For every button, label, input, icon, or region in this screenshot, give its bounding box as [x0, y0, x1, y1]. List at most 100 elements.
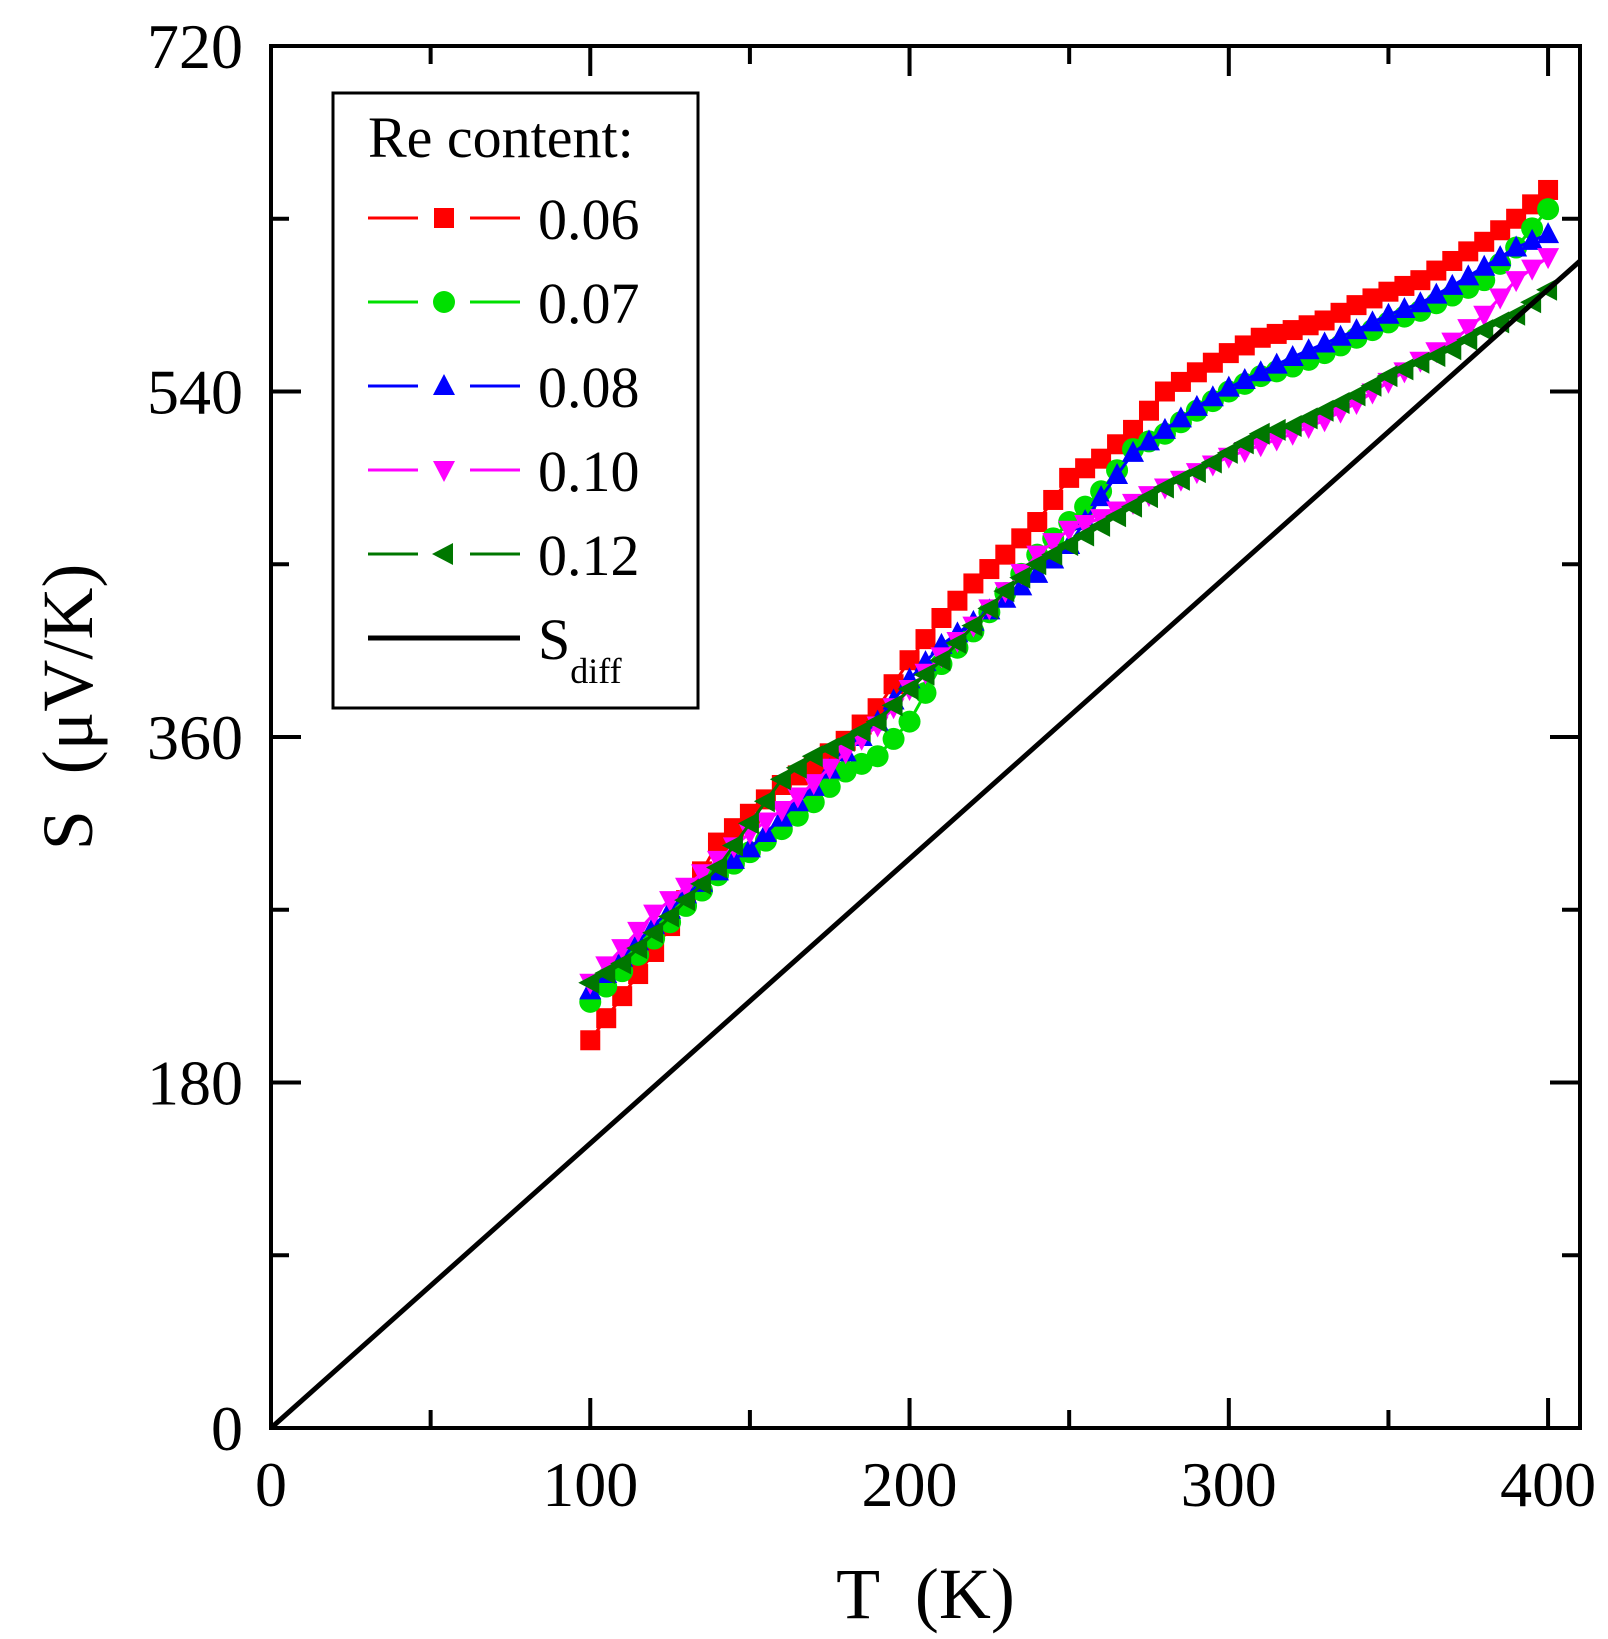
series-line [589, 232, 1549, 992]
data-point [1504, 303, 1526, 326]
data-point [1282, 320, 1303, 341]
series-line [589, 288, 1549, 984]
data-point [1026, 561, 1049, 583]
data-point [1490, 220, 1511, 241]
data-point [674, 889, 696, 912]
legend-marker [433, 291, 455, 313]
data-point [658, 905, 680, 928]
data-point [1137, 429, 1160, 451]
data-point [1233, 367, 1256, 389]
data-point [849, 720, 871, 743]
data-point [1474, 231, 1495, 252]
data-point [961, 614, 983, 637]
data-point [691, 864, 714, 886]
legend-marker [433, 461, 455, 482]
data-point [1458, 241, 1479, 262]
data-point [1505, 271, 1528, 293]
y-tick-label: 0 [211, 1393, 243, 1464]
legend-box [331, 91, 700, 710]
series-line [589, 208, 1550, 1003]
y-tick-label: 180 [147, 1048, 243, 1119]
data-point [1170, 371, 1191, 392]
data-point [979, 559, 1000, 580]
data-point [1297, 338, 1320, 360]
series-0.07 [579, 198, 1560, 1013]
data-point [1154, 381, 1175, 402]
data-point [769, 768, 791, 791]
data-point [785, 756, 807, 779]
data-point [1249, 360, 1272, 382]
data-point [1472, 319, 1494, 342]
legend-item-0.12: 0.12 [368, 523, 640, 588]
data-point [1026, 545, 1049, 567]
data-point [1025, 553, 1047, 576]
data-point [1457, 264, 1480, 286]
data-point [1537, 248, 1560, 270]
data-point [1136, 486, 1158, 509]
data-point [1201, 385, 1224, 407]
data-point [1248, 422, 1270, 445]
data-point [1393, 296, 1416, 318]
data-point [1234, 335, 1255, 356]
data-point [1505, 235, 1528, 257]
data-point [612, 986, 633, 1007]
x-tick-label: 0 [255, 1449, 287, 1520]
data-point [1184, 461, 1206, 484]
data-point [1280, 415, 1302, 438]
data-point [1410, 270, 1431, 291]
data-point [945, 631, 967, 654]
data-point [865, 710, 887, 733]
data-point [596, 1008, 617, 1029]
data-point [1232, 432, 1254, 455]
data-point [1123, 419, 1144, 440]
data-point [866, 745, 889, 768]
data-point [1377, 302, 1400, 324]
data-point [802, 774, 825, 796]
data-point [675, 877, 698, 899]
data-point [1152, 476, 1174, 499]
data-point [1089, 514, 1111, 537]
data-point [1312, 399, 1334, 422]
data-point [947, 590, 968, 611]
legend-marker [434, 208, 454, 228]
data-point [1041, 543, 1063, 566]
data-point [770, 800, 793, 822]
data-point [1378, 281, 1399, 302]
data-point [1424, 344, 1446, 367]
data-point [882, 727, 905, 750]
data-point [931, 607, 952, 628]
data-point [1168, 468, 1190, 491]
legend-item-0.10: 0.10 [368, 439, 640, 504]
data-point [1298, 315, 1319, 336]
data-point [642, 921, 664, 944]
data-point [817, 737, 839, 760]
data-point [977, 597, 999, 620]
data-point [1153, 417, 1176, 439]
data-point [721, 834, 743, 857]
data-point [690, 872, 712, 895]
data-point [594, 962, 616, 985]
data-point [1362, 288, 1383, 309]
data-point [1075, 458, 1096, 479]
data-point [1106, 462, 1129, 484]
legend-label: 0.08 [538, 355, 640, 420]
data-point [1314, 310, 1335, 331]
data-point [1091, 448, 1112, 469]
data-point [1330, 302, 1351, 323]
data-point [1042, 533, 1065, 555]
data-point [818, 758, 841, 780]
data-point [1281, 344, 1304, 366]
data-point [738, 836, 761, 858]
data-point [1425, 282, 1448, 304]
data-point [580, 1030, 601, 1051]
data-point [833, 729, 855, 752]
data-point [1138, 400, 1159, 421]
data-point [898, 710, 921, 733]
data-point [1217, 375, 1240, 397]
legend-label: 0.07 [538, 271, 640, 336]
data-point [1200, 451, 1222, 474]
data-point [1394, 275, 1415, 296]
data-point [1409, 291, 1432, 313]
data-point [1121, 495, 1143, 518]
data-point [611, 939, 634, 961]
